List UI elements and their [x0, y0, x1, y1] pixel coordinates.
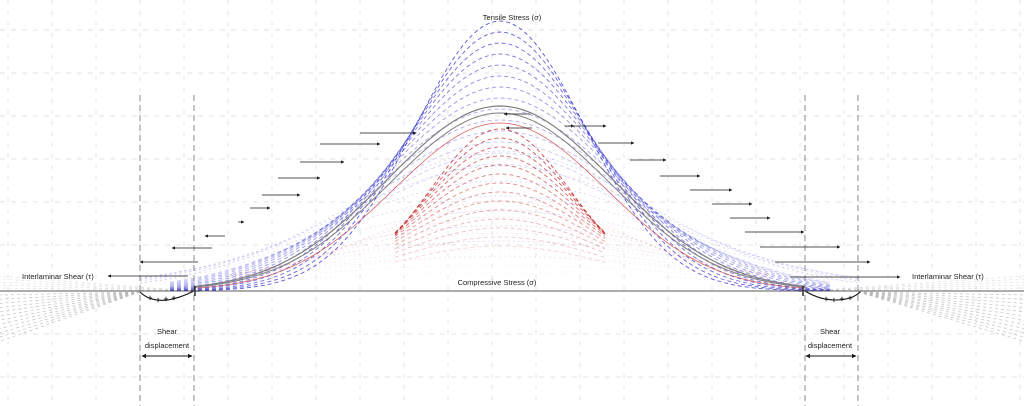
tensile-curve-faint — [139, 150, 861, 284]
shear-fan-line-left-upper — [0, 281, 193, 292]
shear-fan-line-right — [857, 291, 1024, 334]
shear-fan-line-left — [0, 291, 141, 342]
compressive-curve — [394, 128, 606, 236]
shear-fan-line-right — [857, 291, 1024, 300]
compressive-curve — [394, 227, 606, 254]
compressive-curve-family — [229, 128, 771, 283]
compressive-curve — [394, 191, 606, 240]
neutral-curve-red — [196, 122, 804, 289]
shear-arc-right — [804, 290, 861, 301]
shear-fan-line-left — [0, 291, 141, 334]
shear-fan-line-right — [857, 291, 1024, 338]
compressive-curve — [394, 218, 606, 250]
tensile-curve — [169, 20, 831, 292]
tensile-curve — [169, 152, 831, 284]
tensile-curve-faint — [139, 195, 861, 279]
tensile-curve — [169, 42, 831, 291]
tensile-curve — [169, 53, 831, 291]
compressive-curve — [394, 164, 606, 234]
compressive-curve-faint — [229, 248, 771, 276]
compressive-curve — [394, 173, 606, 235]
interlaminar-shear-label-right: Interlaminar Shear (τ) — [912, 272, 984, 281]
tensile-curve-faint — [139, 210, 861, 279]
tensile-stress-label: Tensile Stress (σ) — [483, 13, 542, 22]
compressive-curve — [394, 146, 606, 234]
tensile-curve — [169, 64, 831, 291]
shear-fan-line-right — [857, 291, 1024, 325]
shear-fan-line-right-upper — [805, 275, 1024, 292]
compressive-curve — [394, 182, 606, 237]
shear-fan-line-right — [857, 291, 1024, 329]
shear-fan-line-right — [857, 291, 1024, 304]
tensile-curve — [169, 97, 831, 288]
tensile-curve — [169, 86, 831, 289]
compressive-curve — [394, 200, 606, 242]
compressive-curve — [394, 155, 606, 234]
compressive-curve — [394, 209, 606, 246]
shear-fan-line-left-upper — [0, 278, 193, 292]
shear-fan-line-right-upper — [805, 278, 1024, 292]
neutral-curve-lower — [194, 112, 806, 288]
compressive-curve-faint — [229, 272, 771, 283]
shear-fan-line-left-upper — [0, 275, 193, 292]
compressive-curve-faint — [229, 264, 771, 280]
shear-fan-line-left — [0, 291, 141, 321]
tensile-curve-faint — [139, 165, 861, 282]
shear-fan-line-right — [857, 291, 1024, 321]
shear-fan-line-right — [857, 291, 1024, 308]
tensile-curve — [169, 119, 831, 287]
tensile-curve-faint — [139, 240, 861, 280]
compressive-curve-faint — [229, 256, 771, 278]
tensile-curve — [169, 31, 831, 292]
tensile-curve — [169, 108, 831, 288]
support-marks — [139, 286, 861, 303]
tensile-curve — [169, 141, 831, 285]
compressive-curve-faint — [229, 224, 771, 276]
shear-fan-line-left — [0, 291, 141, 300]
shear-fan-line-left — [0, 291, 141, 308]
compressive-curve-faint — [229, 240, 771, 276]
support-lines — [139, 95, 859, 406]
shear-fan-line-left — [0, 291, 141, 304]
compressive-curve — [394, 236, 606, 258]
compressive-curve-faint — [229, 208, 771, 279]
shear-fan-line-right — [857, 291, 1024, 313]
shear-fan-line-right — [857, 291, 1024, 342]
shear-displacement-label-left-line1: Shear — [157, 327, 178, 336]
neutral-curves — [194, 105, 806, 289]
compressive-curve-faint — [229, 232, 771, 275]
shear-fan-line-right — [857, 291, 1024, 296]
neutral-curve-upper — [194, 105, 806, 288]
shear-fan-line-left — [0, 291, 141, 296]
shear-fan-line-left — [0, 291, 141, 329]
compressive-curve — [394, 245, 606, 263]
tensile-curve — [169, 163, 831, 283]
tensile-curve-faint — [139, 180, 861, 280]
shear-fan-line-left — [0, 291, 141, 313]
shear-fan-line-left — [0, 291, 141, 325]
shear-displacement-label-right-line2: displacement — [808, 341, 853, 350]
tensile-curve-family — [139, 20, 861, 292]
compressive-stress-label: Compressive Stress (σ) — [458, 278, 537, 287]
shear-displacement-label-left-line2: displacement — [145, 341, 190, 350]
tensile-curve — [169, 130, 831, 286]
shear-fan-line-right-upper — [805, 281, 1024, 292]
interlaminar-shear-label-left: Interlaminar Shear (τ) — [22, 272, 94, 281]
shear-displacement-label-right-line1: Shear — [820, 327, 841, 336]
force-arrows — [107, 112, 901, 279]
tensile-curve-faint — [139, 225, 861, 279]
shear-fan-line-left — [0, 291, 141, 338]
compressive-curve-faint — [229, 200, 771, 281]
compressive-curve-faint — [229, 216, 771, 277]
shear-arc-left — [139, 290, 195, 301]
tensile-curve-faint — [139, 255, 861, 283]
shear-fan-line-right — [857, 291, 1024, 317]
shear-fan-line-left-upper — [0, 284, 193, 292]
shear-fan-line-right-upper — [805, 284, 1024, 292]
